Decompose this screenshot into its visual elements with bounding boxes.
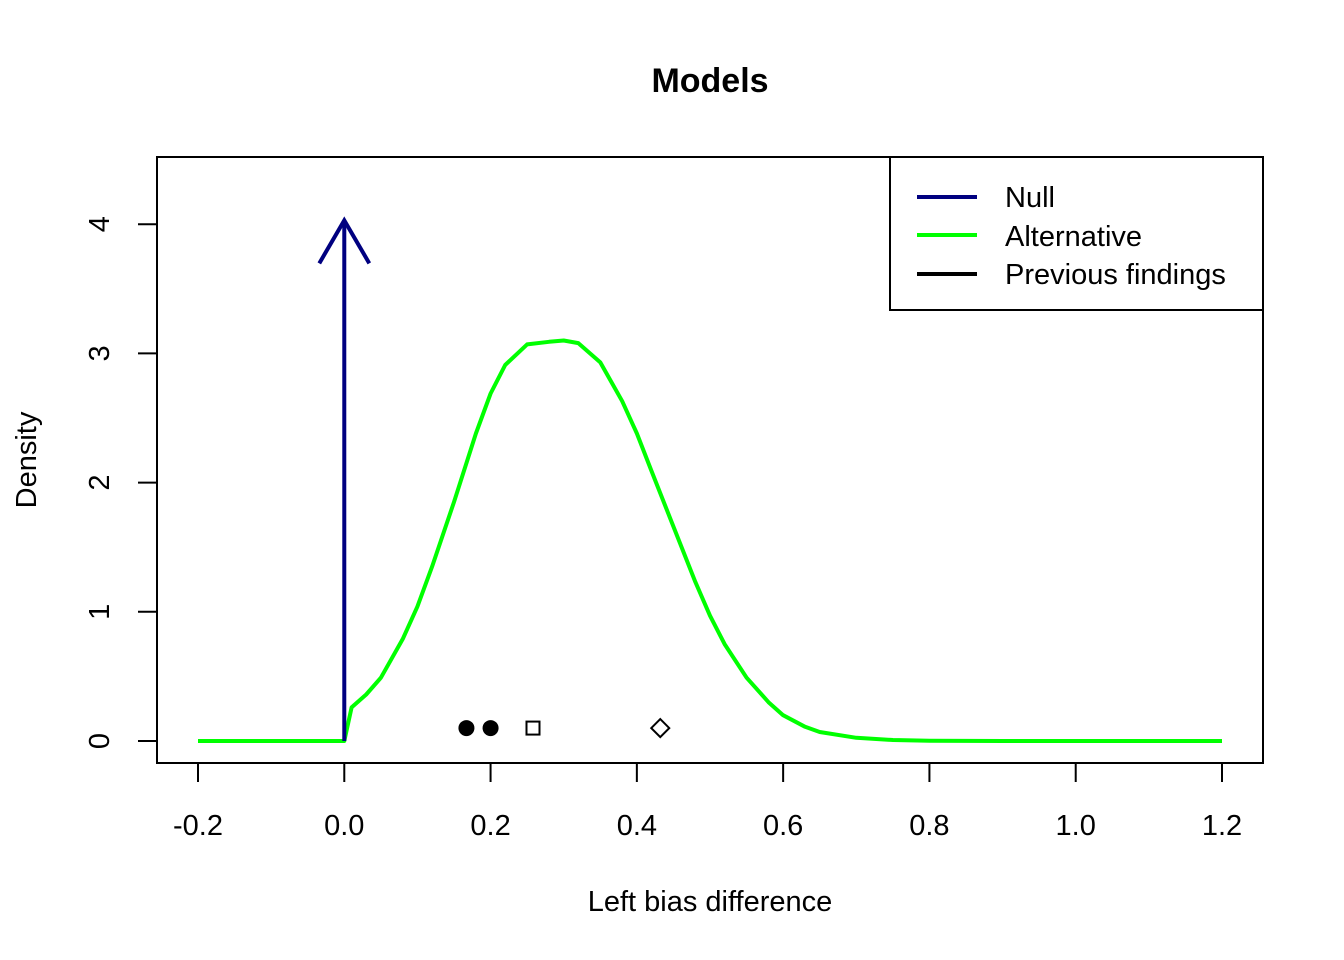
legend-label-null: Null [1005,182,1055,214]
previous-finding-point [458,720,475,737]
series-alternative-line [198,338,1222,743]
y-tick-label: 0 [84,733,116,749]
chart-title: Models [651,62,768,100]
series-null-arrow-head [317,216,372,265]
previous-finding-point [525,720,541,736]
x-axis-label: Left bias difference [588,886,833,918]
legend-label-previous-findings: Previous findings [1005,259,1226,291]
x-tick-label: 0.8 [909,810,949,842]
previous-finding-point [649,717,671,739]
x-tick-label: 1.0 [1056,810,1096,842]
x-tick-label: -0.2 [173,810,223,842]
x-tick-label: 0.4 [617,810,657,842]
legend-label-alternative: Alternative [1005,221,1142,253]
previous-finding-point [482,720,499,737]
y-axis: 0 1 2 3 4 [84,216,158,749]
x-axis: -0.2 0.0 0.2 0.4 0.6 0.8 1.0 1.2 [173,762,1242,842]
legend: Null Alternative Previous findings [889,156,1264,311]
y-tick-label: 4 [84,216,116,232]
x-tick-label: 0.2 [470,810,510,842]
y-tick-label: 1 [84,604,116,620]
y-axis-label: Density [11,411,43,508]
series-layer [198,216,1222,743]
x-tick-label: 0.6 [763,810,803,842]
y-tick-label: 3 [84,345,116,361]
x-tick-label: 0.0 [324,810,364,842]
x-tick-label: 1.2 [1202,810,1242,842]
y-tick-label: 2 [84,475,116,491]
